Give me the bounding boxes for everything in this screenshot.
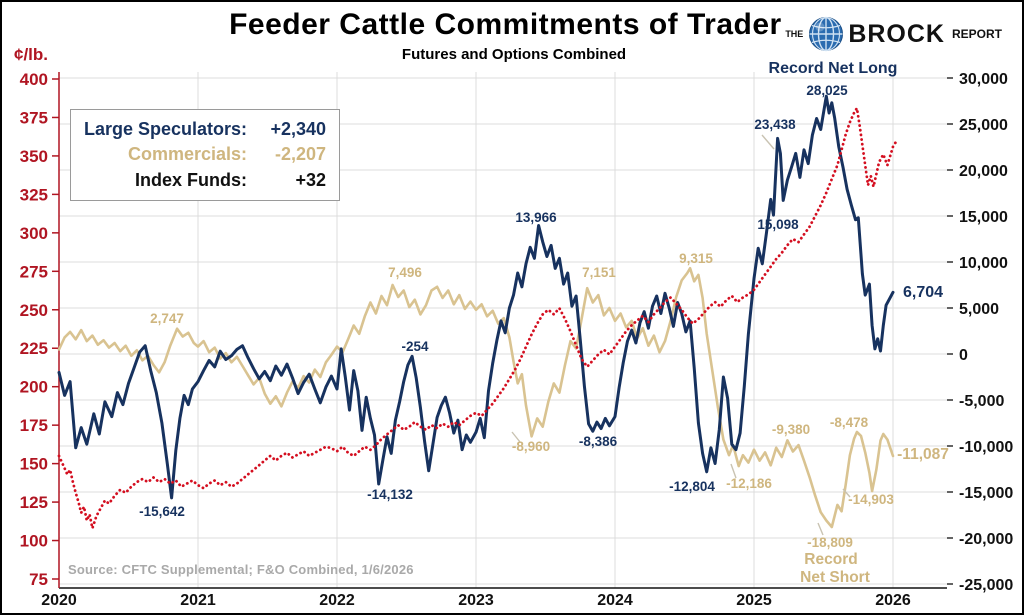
x-axis-year-label: 2024 [597,592,633,609]
left-axis-tick-label: 375 [20,108,48,127]
left-axis-tick-label: 400 [20,70,48,89]
right-axis-tick-label: 0 [959,347,968,364]
x-axis-year-label: 2022 [319,592,355,609]
right-axis-tick-label: -20,000 [959,531,1013,548]
right-axis-tick-label: -25,000 [959,577,1013,594]
legend-label-commercials: Commercials: [127,144,248,165]
left-axis-tick-label: 150 [20,455,48,474]
annotation-9-315: 9,315 [679,251,713,266]
annotation-leader [817,522,824,536]
chart-subtitle: Futures and Options Combined [401,46,627,63]
annotation-record: Record [804,551,857,568]
right-axis-tick-label: -10,000 [959,439,1013,456]
left-axis-tick-label: 300 [20,224,48,243]
annotation-leader [730,463,737,479]
annotation-15-098: 15,098 [757,217,799,232]
annotation-7-151: 7,151 [582,265,616,280]
annotation--11-087: -11,087 [897,446,949,463]
left-axis-unit-label: ¢/lb. [14,45,49,64]
left-axis-tick-label: 75 [29,570,48,589]
right-axis-tick-label: 5,000 [959,301,999,318]
right-axis-tick-label: -5,000 [959,393,1004,410]
x-axis-year-label: 2021 [180,592,216,609]
x-axis-year-label: 2025 [736,592,772,609]
brock-globe-icon [808,16,844,52]
annotation-net-short: Net Short [800,569,870,586]
brock-report-logo: THE BROCK REPORT [781,14,1006,54]
annotation-6-704: 6,704 [903,284,943,301]
logo-the-label: THE [785,29,804,39]
right-axis-tick-label: 20,000 [959,163,1008,180]
legend-value-index-funds: +32 [295,169,327,190]
annotation--8-960: -8,960 [512,439,550,454]
left-axis-tick-label: 350 [20,147,48,166]
annotation--8-386: -8,386 [579,434,618,449]
left-axis-tick-label: 125 [20,493,48,512]
annotation-leader [761,134,775,150]
x-axis-year-label: 2026 [875,592,911,609]
left-axis-tick-label: 175 [20,416,48,435]
legend-value-commercials: -2,207 [275,144,327,165]
annotation-record-net-long: Record Net Long [769,60,898,77]
left-axis-tick-label: 275 [20,262,48,281]
annotation--8-478: -8,478 [830,415,869,430]
x-axis-year-label: 2023 [458,592,494,609]
annotation--18-809: -18,809 [807,535,853,550]
series-commercials [57,266,895,529]
legend-value-large-speculators: +2,340 [270,119,327,139]
left-axis-tick-label: 325 [20,185,48,204]
page-title: Feeder Cattle Commitments of Traders [229,8,799,41]
right-axis-tick-label: 10,000 [959,255,1008,272]
logo-brock-label: BROCK [848,19,945,48]
annotation-leader [842,488,851,498]
source-note: Source: CFTC Supplemental; F&O Combined,… [68,562,414,577]
annotation--9-380: -9,380 [772,422,810,437]
left-axis-tick-label: 200 [20,378,48,397]
legend-label-large-speculators: Large Speculators: [84,119,248,139]
x-axis-year-label: 2020 [41,592,77,609]
right-axis-tick-label: 25,000 [959,117,1008,134]
annotation-13-966: 13,966 [515,210,557,225]
right-axis-tick-label: -15,000 [959,485,1013,502]
logo-report-label: REPORT [951,27,1002,41]
annotation--14-903: -14,903 [848,492,894,507]
series-feeder-cattle-price [57,106,898,530]
annotation--12-804: -12,804 [669,479,715,494]
annotation--14-132: -14,132 [367,487,413,502]
left-axis-tick-label: 225 [20,339,48,358]
legend-box: Large Speculators: +2,340 Commercials: -… [70,109,341,201]
annotation--254: -254 [401,339,429,354]
left-axis-tick-label: 100 [20,532,48,551]
left-axis-tick-label: 250 [20,301,48,320]
annotation-2-747: 2,747 [150,311,184,326]
annotation-leader [511,431,521,443]
annotation-23-438: 23,438 [754,117,796,132]
annotation--12-186: -12,186 [726,476,772,491]
annotation--15-642: -15,642 [139,504,185,519]
annotation-28-025: 28,025 [806,83,848,98]
legend-label-index-funds: Index Funds: [135,169,248,190]
right-axis-tick-label: 15,000 [959,209,1008,226]
annotation-7-496: 7,496 [388,265,422,280]
right-axis-tick-label: 30,000 [959,71,1008,88]
series-large-speculators [57,94,895,500]
